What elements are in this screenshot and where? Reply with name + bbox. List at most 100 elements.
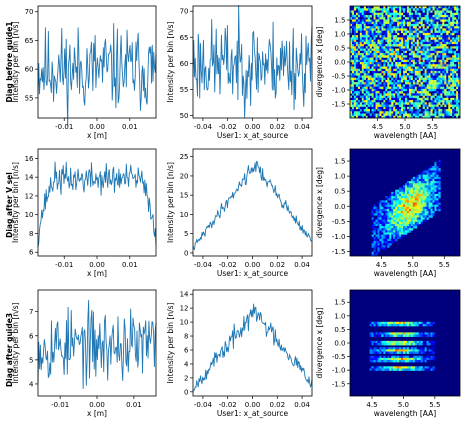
heatmap-cell [393, 366, 396, 369]
heatmap-cell [361, 35, 365, 38]
heatmap-cell [454, 62, 457, 65]
heatmap-cell [418, 32, 422, 36]
heatmap-cell [365, 39, 368, 43]
heatmap-cell [399, 357, 402, 361]
heatmap-cell [424, 28, 427, 31]
heatmap-cell [383, 82, 386, 85]
heatmap-cell [359, 88, 363, 92]
heatmap-cell [351, 115, 355, 119]
heatmap-cell [355, 6, 359, 9]
heatmap-cell [450, 14, 453, 18]
heatmap-cell [375, 77, 378, 81]
heatmap-cell [420, 21, 423, 25]
heatmap-cell [434, 21, 437, 25]
heatmap-cell [401, 187, 404, 190]
heatmap-cell [422, 6, 425, 9]
x-tick-label: 4.5 [376, 261, 387, 269]
heatmap-cell [436, 46, 439, 49]
heatmap-cell [381, 91, 384, 94]
heatmap-cell [367, 111, 370, 114]
heatmap-cell [375, 97, 378, 101]
heatmap-cell [395, 355, 398, 359]
heatmap-cell [389, 198, 392, 201]
heatmap-cell [387, 57, 390, 61]
heatmap-cell [395, 219, 398, 223]
heatmap-cell [377, 75, 380, 78]
heatmap-cell [391, 97, 394, 101]
heatmap-cell [371, 10, 374, 14]
heatmap-cell [456, 57, 459, 61]
heatmap-cell [369, 64, 372, 67]
heatmap-cell [442, 77, 445, 81]
heatmap-cell [420, 64, 423, 67]
heatmap-cell [375, 104, 378, 108]
heatmap-cell [430, 32, 433, 36]
heatmap-cell [383, 334, 386, 337]
heatmap-cell [365, 68, 368, 72]
heatmap-cell [351, 75, 355, 78]
heatmap-cell [424, 14, 427, 18]
heatmap-cell [399, 79, 402, 83]
heatmap-cell [418, 66, 422, 70]
heatmap-cell [432, 113, 435, 117]
heatmap-cell [389, 35, 392, 38]
heatmap-cell [456, 41, 459, 45]
heatmap-cell [363, 106, 367, 110]
heatmap-cell [395, 59, 398, 63]
heatmap-cell [375, 219, 378, 223]
heatmap-cell [373, 221, 376, 225]
heatmap-cell [369, 357, 372, 361]
heatmap-cell [367, 26, 370, 29]
heatmap-cell [408, 30, 412, 34]
heatmap-cell [381, 208, 384, 212]
heatmap-cell [424, 64, 427, 67]
heatmap-cell [397, 26, 400, 29]
heatmap-cell [353, 14, 357, 18]
heatmap-cell [440, 6, 443, 9]
heatmap-cell [418, 355, 422, 359]
heatmap-cell [395, 238, 398, 242]
heatmap-cell [387, 46, 390, 49]
heatmap-cell [367, 57, 370, 61]
heatmap-cell [446, 48, 449, 52]
heatmap-cell [458, 46, 461, 49]
heatmap-cell [450, 109, 453, 112]
heatmap-cell [432, 208, 435, 212]
heatmap-cell [434, 189, 437, 193]
heatmap-cell [405, 37, 408, 40]
heatmap-cell [456, 73, 459, 76]
heatmap-cell [361, 70, 365, 74]
heatmap-cell [452, 113, 455, 117]
heatmap-cell [456, 55, 459, 58]
heatmap-cell [412, 14, 416, 18]
heatmap-cell [436, 23, 439, 27]
heatmap-cell [375, 115, 378, 119]
heatmap-cell [414, 221, 418, 225]
heatmap-cell [418, 196, 422, 199]
heatmap-cell [403, 187, 406, 190]
heatmap-cell [391, 32, 394, 36]
heatmap-cell [405, 62, 408, 65]
heatmap-cell [351, 82, 355, 85]
heatmap-cell [442, 62, 445, 65]
heatmap-cell [385, 213, 388, 216]
heatmap-cell [414, 37, 418, 40]
heatmap-cell [350, 8, 353, 11]
heatmap-cell [422, 359, 425, 363]
heatmap-cell [432, 185, 435, 188]
heatmap-cell [387, 86, 390, 90]
heatmap-cell [434, 115, 437, 119]
heatmap-cell [350, 77, 353, 81]
heatmap-cell [350, 75, 353, 78]
heatmap-cell [365, 35, 368, 38]
heatmap-cell [377, 251, 380, 255]
heatmap-cell [385, 219, 388, 223]
heatmap-cell [416, 95, 420, 99]
heatmap-cell [432, 88, 435, 92]
heatmap-cell [420, 102, 423, 105]
heatmap-cell [385, 23, 388, 27]
heatmap-cell [387, 198, 390, 201]
heatmap-cell [420, 53, 423, 56]
y-axis-label: divergence x [deg] [315, 307, 324, 378]
heatmap-cell [391, 109, 394, 112]
